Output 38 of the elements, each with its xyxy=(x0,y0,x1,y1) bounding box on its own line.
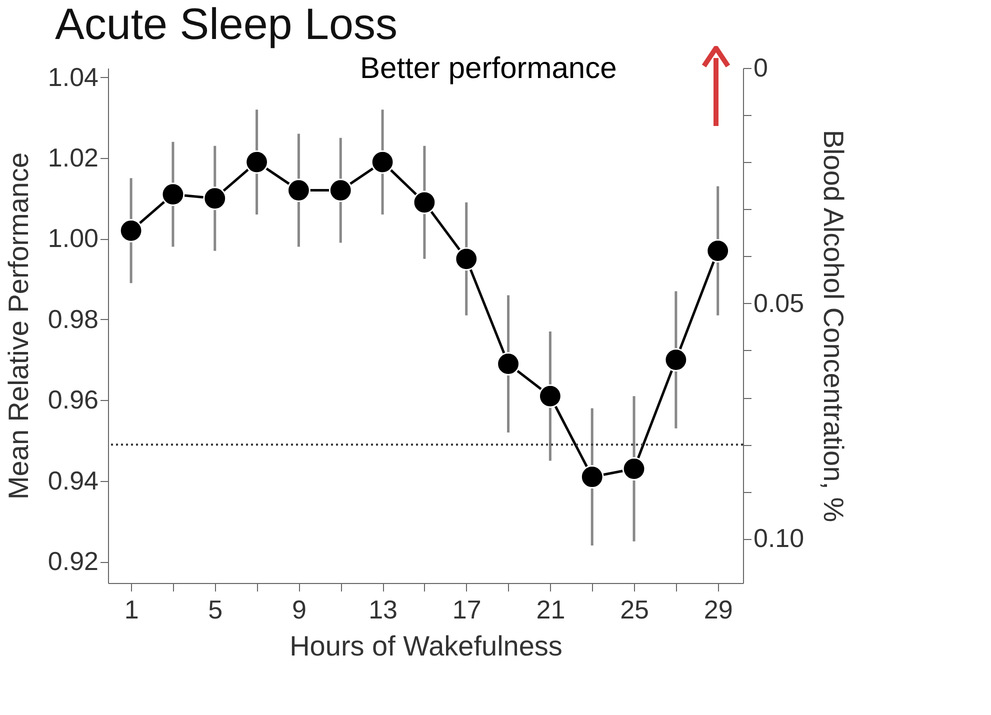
y2-tick-label: 0 xyxy=(754,52,768,82)
point xyxy=(706,239,730,263)
point xyxy=(538,384,562,408)
point xyxy=(580,465,604,489)
y2-tick-label: 0.05 xyxy=(754,288,804,318)
point xyxy=(161,182,185,206)
x-tick-label: 29 xyxy=(704,594,733,624)
point xyxy=(622,457,646,480)
point xyxy=(664,348,688,372)
point xyxy=(328,178,352,202)
x-tick-label: 1 xyxy=(124,594,139,624)
y2-axis-title: Blood Alcohol Concentration, % xyxy=(818,130,850,522)
point xyxy=(119,218,143,242)
point xyxy=(454,247,478,271)
point xyxy=(496,352,520,376)
x-tick-label: 17 xyxy=(452,594,482,624)
x-tick-label: 25 xyxy=(620,594,649,624)
point xyxy=(287,178,310,202)
y-tick-label: 0.92 xyxy=(48,546,98,576)
x-tick-label: 21 xyxy=(536,594,566,624)
annotation: Better performance xyxy=(360,52,617,86)
x-tick-label: 13 xyxy=(368,594,398,624)
x-tick-label: 9 xyxy=(292,594,306,624)
point xyxy=(412,190,436,214)
y-tick-label: 0.94 xyxy=(48,465,98,496)
y-tick-label: 1.02 xyxy=(48,142,98,173)
x-tick-label: 5 xyxy=(208,594,223,624)
y-axis-title: Mean Relative Performance xyxy=(2,152,34,500)
y-tick-label: 0.96 xyxy=(48,384,98,415)
y-tick-label: 1.00 xyxy=(48,223,98,254)
x-axis-title: Hours of Wakefulness xyxy=(290,630,562,662)
point xyxy=(370,150,394,174)
chart-title: Acute Sleep Loss xyxy=(55,0,398,50)
y2-tick-label: 0.10 xyxy=(754,523,804,554)
y-tick-label: 0.98 xyxy=(48,304,98,334)
y-tick-label: 1.04 xyxy=(48,62,98,92)
point xyxy=(245,150,268,174)
point xyxy=(203,186,227,210)
